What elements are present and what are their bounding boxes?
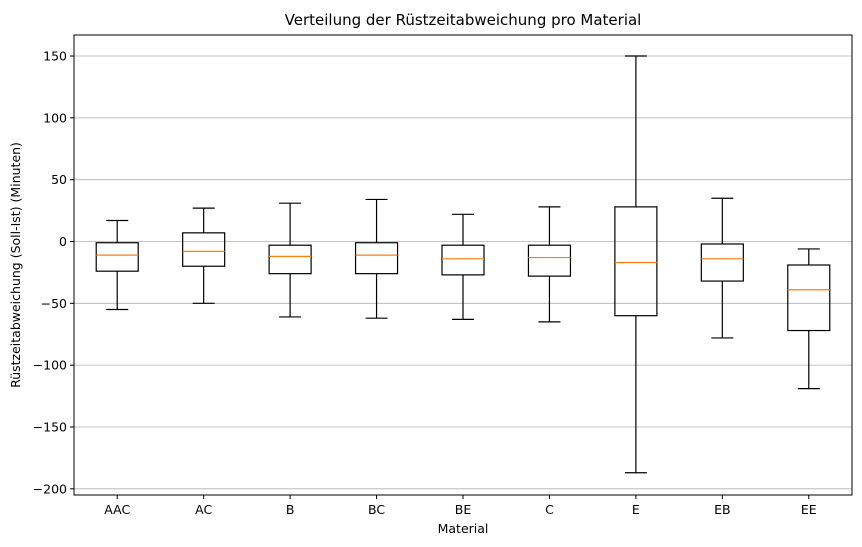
- grid-lines: [74, 55, 852, 490]
- x-tick-label: BC: [368, 502, 385, 517]
- box-bc: [354, 198, 399, 319]
- box-e: [614, 55, 658, 474]
- box-be: [441, 213, 485, 321]
- y-tick-label: −200: [33, 481, 67, 496]
- x-axis-ticks: AAC AC B BC BE C E EB EE: [104, 495, 817, 517]
- chart-title: Verteilung der Rüstzeitabweichung pro Ma…: [285, 11, 642, 29]
- box-iqr: [527, 244, 572, 277]
- x-tick-label: B: [286, 502, 295, 517]
- x-axis-label: Material: [438, 521, 489, 536]
- box-iqr: [700, 243, 744, 282]
- x-tick-label: AAC: [104, 502, 130, 517]
- box-b: [268, 202, 312, 318]
- box-iqr: [614, 206, 658, 317]
- x-tick-label: E: [632, 502, 640, 517]
- x-tick-label: EB: [714, 502, 730, 517]
- y-tick-label: 100: [43, 110, 67, 125]
- box-ee: [787, 248, 831, 390]
- x-tick-label: AC: [195, 502, 212, 517]
- x-tick-label: C: [545, 502, 554, 517]
- y-axis-ticks: −200 −150 −100 −50 0 50 100 150: [33, 49, 74, 496]
- y-tick-label: −100: [33, 358, 67, 373]
- box-series: [95, 55, 831, 474]
- y-tick-label: −150: [33, 419, 67, 434]
- box-iqr: [354, 242, 399, 275]
- box-iqr: [787, 264, 831, 332]
- box-aac: [95, 219, 139, 311]
- box-iqr: [441, 244, 485, 276]
- x-tick-label: BE: [455, 502, 472, 517]
- box-eb: [700, 197, 744, 339]
- x-tick-label: EE: [801, 502, 817, 517]
- box-iqr: [268, 244, 312, 275]
- y-tick-label: 50: [51, 172, 67, 187]
- y-tick-label: −50: [41, 296, 67, 311]
- box-iqr: [95, 242, 139, 272]
- y-axis-label: Rüstzeitabweichung (Soll-Ist) (Minuten): [8, 142, 23, 388]
- box-iqr: [182, 232, 226, 267]
- y-tick-label: 150: [43, 49, 67, 64]
- box-c: [527, 206, 572, 323]
- box-ac: [182, 207, 226, 304]
- y-tick-label: 0: [59, 234, 67, 249]
- plot-frame: [73, 34, 853, 496]
